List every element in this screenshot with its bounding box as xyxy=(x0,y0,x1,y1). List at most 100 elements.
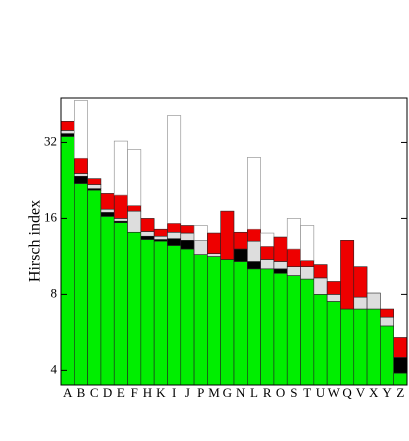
bar-segment xyxy=(74,175,88,184)
bar-segment xyxy=(326,301,341,386)
x-tick-label: V xyxy=(356,385,366,400)
bar-segment xyxy=(180,225,195,234)
bar-segment xyxy=(60,121,75,131)
bar-segment xyxy=(207,253,221,257)
bar-segment xyxy=(286,218,301,250)
bar-segment xyxy=(326,281,341,295)
bar-segment xyxy=(167,223,182,233)
bar-segment xyxy=(247,268,261,386)
x-tick-label: Q xyxy=(342,385,352,400)
bar-segment xyxy=(100,193,115,210)
x-tick-label: G xyxy=(223,385,232,400)
bar-segment xyxy=(300,225,315,261)
bar-segment xyxy=(74,183,88,386)
bar-segment xyxy=(140,239,155,386)
bar-segment xyxy=(100,208,115,213)
bar-segment xyxy=(193,225,208,241)
bar-segment xyxy=(87,184,102,189)
bar-segment xyxy=(286,248,301,267)
bar-segment xyxy=(153,240,168,386)
bar-segment xyxy=(60,130,75,134)
bar-segment xyxy=(60,133,75,137)
bar-segment xyxy=(127,210,142,233)
bar-segment xyxy=(353,296,368,310)
bar-segment xyxy=(180,240,195,250)
bar-segment xyxy=(286,275,301,386)
y-tick-label: 16 xyxy=(44,209,58,224)
x-tick-label: M xyxy=(208,385,220,400)
bar-segment xyxy=(74,157,88,174)
x-tick-label: R xyxy=(263,385,272,400)
bar-segment xyxy=(127,205,142,212)
bar-segment xyxy=(340,308,355,386)
bar-segment xyxy=(313,294,328,386)
x-tick-label: S xyxy=(290,385,297,400)
bar-segment xyxy=(100,212,115,217)
bar-segment xyxy=(207,256,221,386)
bar-segment xyxy=(207,232,221,254)
bar-segment xyxy=(247,228,261,242)
bar-segment xyxy=(300,266,315,280)
bar-segment xyxy=(127,149,142,206)
x-tick-label: H xyxy=(143,385,152,400)
x-tick-label: K xyxy=(156,385,166,400)
x-tick-label: Y xyxy=(382,385,392,400)
bar-segment xyxy=(380,308,394,318)
bar-segment xyxy=(393,337,408,358)
bar-segment xyxy=(247,240,261,262)
bar-segment xyxy=(153,235,168,240)
bar-segment xyxy=(233,261,248,386)
bar-segment xyxy=(180,232,195,241)
x-tick-label: L xyxy=(250,385,258,400)
x-tick-label: J xyxy=(185,385,190,400)
y-axis-label: Hirsch index xyxy=(27,200,44,282)
bar-segment xyxy=(313,277,328,295)
bar-segment xyxy=(140,218,155,232)
bar-segment xyxy=(74,173,88,177)
bar-segment xyxy=(113,222,128,386)
bar-segment xyxy=(74,100,88,159)
bar-segment xyxy=(380,325,394,386)
bar-segment xyxy=(167,238,182,246)
bar-segment xyxy=(260,259,275,270)
bar-segment xyxy=(87,189,102,386)
x-tick-label: O xyxy=(276,385,285,400)
bar-segment xyxy=(260,232,275,247)
x-tick-label: P xyxy=(197,385,204,400)
bar-segment xyxy=(353,308,368,386)
bar-segment xyxy=(153,228,168,237)
bar-segment xyxy=(273,261,288,270)
bar-segment xyxy=(113,194,128,219)
bar-segment xyxy=(233,231,248,250)
x-tick-label: D xyxy=(103,385,112,400)
x-tick-label: T xyxy=(303,385,311,400)
bar-segment xyxy=(180,248,195,386)
bar-segment xyxy=(220,259,235,386)
bar-segment xyxy=(313,264,328,279)
x-tick-label: B xyxy=(77,385,86,400)
bar-segment xyxy=(273,268,288,274)
bar-segment xyxy=(273,272,288,386)
bar-segment xyxy=(220,210,235,260)
bar-segment xyxy=(286,266,301,276)
y-tick-label: 4 xyxy=(51,361,58,376)
bar-segment xyxy=(260,268,275,386)
bar-segment xyxy=(260,246,275,260)
bar-segment xyxy=(300,260,315,267)
bar-segment xyxy=(113,218,128,222)
bar-segment xyxy=(247,157,261,230)
x-tick-label: E xyxy=(117,385,125,400)
bar-segment xyxy=(340,240,355,310)
bar-segment xyxy=(247,261,261,270)
bar-segment xyxy=(167,231,182,239)
bar-segment xyxy=(326,294,341,302)
bar-segment xyxy=(167,115,182,224)
plot-frame xyxy=(60,97,408,386)
x-tick-label: W xyxy=(328,385,341,400)
bar-segment xyxy=(193,240,208,255)
x-tick-label: A xyxy=(63,385,73,400)
bar-segment xyxy=(167,245,182,386)
x-tick-label: I xyxy=(172,385,176,400)
bar-segment xyxy=(300,278,315,386)
